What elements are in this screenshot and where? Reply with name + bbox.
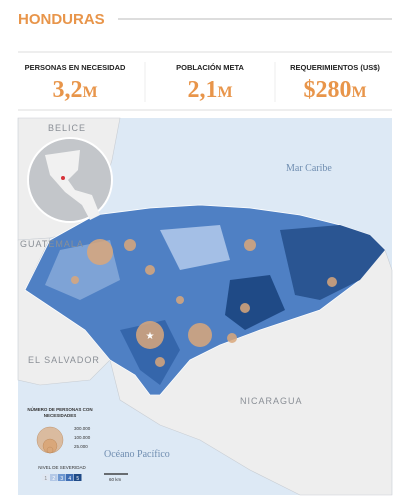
stat-label: POBLACIÓN META xyxy=(176,63,244,72)
bubble xyxy=(87,239,113,265)
stat-value: 2,1M xyxy=(187,77,232,103)
legend: NÚMERO DE PERSONAS CON NECESIDADES 300.0… xyxy=(27,406,92,482)
stat-unit: M xyxy=(82,84,97,101)
country-label: BELICE xyxy=(48,123,86,133)
map: ★ BELICE Mar Caribe GUATEMALA EL SALVADO… xyxy=(17,117,393,496)
stat-unit: M xyxy=(351,84,366,101)
stat-label: REQUERIMIENTOS (US$) xyxy=(290,63,380,72)
severity-label: 3 xyxy=(60,476,63,482)
title: HONDURAS xyxy=(18,11,105,28)
capital-star: ★ xyxy=(146,331,155,342)
stat-label: PERSONAS EN NECESIDAD xyxy=(25,63,126,72)
legend-title: NÚMERO DE PERSONAS CON xyxy=(27,406,92,412)
legend-size-label: 300.000 xyxy=(74,426,91,431)
globe-land xyxy=(45,150,100,220)
legend-title: NECESIDADES xyxy=(44,413,77,418)
stat-value: 3,2M xyxy=(52,77,97,103)
severity-box xyxy=(42,474,50,481)
region-dark xyxy=(225,275,285,330)
severity-box xyxy=(58,474,66,481)
bubble xyxy=(227,333,237,343)
region-dark xyxy=(280,225,385,300)
bubble xyxy=(71,276,79,284)
bubble xyxy=(240,303,250,313)
legend-size-label: 100.000 xyxy=(74,435,91,440)
stat-number: 3,2 xyxy=(52,77,82,103)
stat-number: $280 xyxy=(303,77,351,103)
severity-label: 2 xyxy=(52,476,55,482)
bubble xyxy=(188,323,212,347)
sea-label: Mar Caribe xyxy=(286,163,332,174)
bubble xyxy=(145,265,155,275)
country-label: NICARAGUA xyxy=(240,396,303,406)
bubble xyxy=(244,239,256,251)
severity-title: NIVEL DE SEVERIDAD xyxy=(38,465,86,470)
bubble xyxy=(327,277,337,287)
country-label: EL SALVADOR xyxy=(28,355,100,365)
stat-value: $280M xyxy=(303,77,366,103)
bubble xyxy=(176,296,184,304)
scale-label: 60 km xyxy=(109,477,122,482)
legend-size-label: 25.000 xyxy=(74,444,88,449)
bubble xyxy=(155,357,165,367)
severity-box xyxy=(74,474,82,481)
severity-label: 5 xyxy=(76,476,79,482)
bubbles xyxy=(71,239,337,367)
stat-number: 2,1 xyxy=(187,77,217,103)
globe-marker xyxy=(61,176,65,180)
region-dark xyxy=(120,320,180,385)
country-label: GUATEMALA xyxy=(20,239,84,249)
severity-label: 1 xyxy=(44,476,47,482)
sea-label: Océano Pacífico xyxy=(104,449,170,460)
region-light xyxy=(160,225,230,270)
globe xyxy=(27,137,113,223)
severity-label: 4 xyxy=(68,476,71,482)
severity-box xyxy=(50,474,58,481)
legend-size xyxy=(46,446,54,454)
bubble xyxy=(124,239,136,251)
stat-unit: M xyxy=(217,84,232,101)
severity-box xyxy=(66,474,74,481)
bubble xyxy=(136,321,164,349)
